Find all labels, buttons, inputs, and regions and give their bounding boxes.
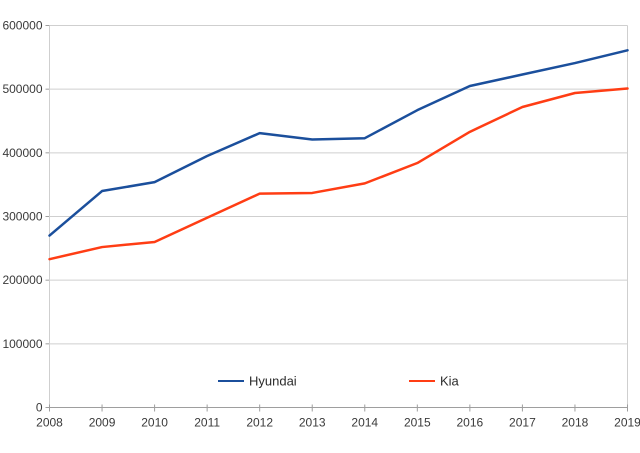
x-tick-label: 2008 xyxy=(36,416,63,430)
x-tick-label: 2012 xyxy=(246,416,273,430)
x-tick-label: 2011 xyxy=(194,416,220,430)
x-tick-label: 2015 xyxy=(404,416,431,430)
kia-line xyxy=(48,87,629,261)
y-tick-label: 500000 xyxy=(2,82,42,96)
y-tick-label: 0 xyxy=(36,401,43,415)
x-tick-label: 2013 xyxy=(299,416,326,430)
x-tick-label: 2014 xyxy=(351,416,378,430)
legend-label-kia: Kia xyxy=(440,374,460,389)
legend-label-hyundai: Hyundai xyxy=(249,374,297,389)
x-tick-label: 2018 xyxy=(562,416,589,430)
y-tick-label: 600000 xyxy=(2,19,42,33)
y-tick-label: 300000 xyxy=(2,210,42,224)
y-tick-label: 200000 xyxy=(2,273,42,287)
y-tick-label: 100000 xyxy=(2,337,42,351)
hyundai-line xyxy=(48,49,629,237)
x-tick-label: 2009 xyxy=(89,416,116,430)
x-tick-label: 2016 xyxy=(457,416,484,430)
y-tick-label: 400000 xyxy=(2,146,42,160)
x-tick-label: 2019 xyxy=(614,416,640,430)
x-tick-label: 2017 xyxy=(509,416,536,430)
x-tick-label: 2010 xyxy=(141,416,168,430)
